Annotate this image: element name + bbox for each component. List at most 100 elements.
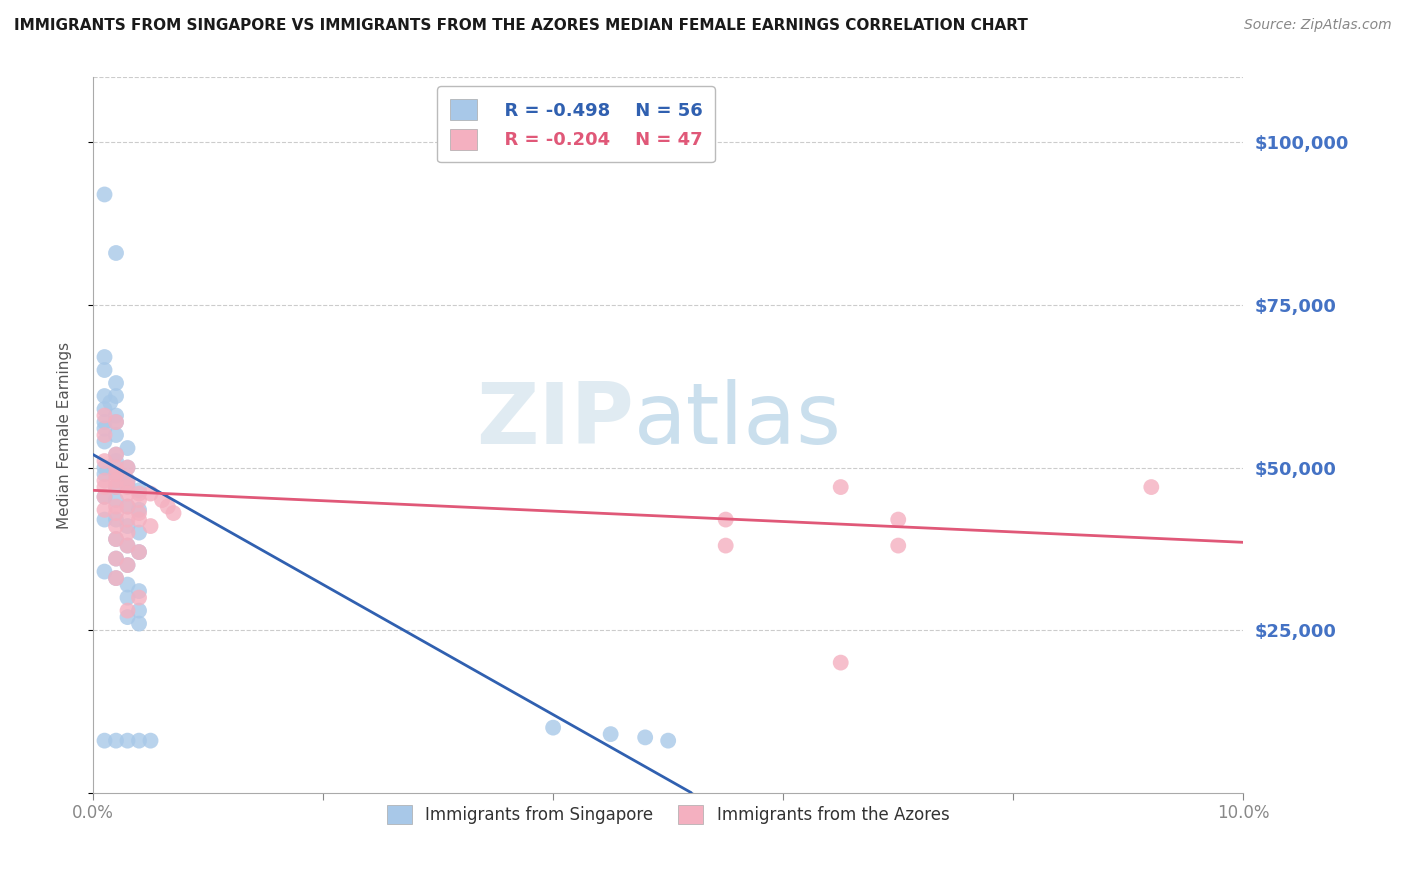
Point <box>117 610 139 624</box>
Point <box>105 571 128 585</box>
Point <box>105 415 128 429</box>
Point <box>128 604 150 618</box>
Point <box>105 376 128 390</box>
Point <box>128 506 150 520</box>
Point <box>105 454 128 468</box>
Point <box>105 474 128 488</box>
Point <box>105 409 128 423</box>
Point <box>117 486 139 500</box>
Point <box>117 474 139 488</box>
Point <box>117 604 139 618</box>
Point <box>117 474 139 488</box>
Point <box>93 363 115 377</box>
Point <box>128 483 150 498</box>
Point <box>128 503 150 517</box>
Point <box>105 480 128 494</box>
Point <box>93 187 115 202</box>
Point <box>98 395 121 409</box>
Point <box>830 656 852 670</box>
Point <box>93 733 115 747</box>
Point <box>105 733 128 747</box>
Point <box>128 512 150 526</box>
Point <box>93 350 115 364</box>
Point <box>117 539 139 553</box>
Point <box>93 480 115 494</box>
Point <box>139 733 162 747</box>
Point <box>128 616 150 631</box>
Point <box>541 721 564 735</box>
Point <box>105 389 128 403</box>
Point <box>887 539 910 553</box>
Point <box>93 503 115 517</box>
Point <box>117 460 139 475</box>
Point <box>117 512 139 526</box>
Point <box>93 434 115 449</box>
Text: Source: ZipAtlas.com: Source: ZipAtlas.com <box>1244 18 1392 32</box>
Text: atlas: atlas <box>634 379 842 462</box>
Point <box>830 480 852 494</box>
Point <box>105 571 128 585</box>
Point <box>105 532 128 546</box>
Point <box>93 409 115 423</box>
Point <box>117 539 139 553</box>
Point <box>117 441 139 455</box>
Point <box>105 467 128 481</box>
Y-axis label: Median Female Earnings: Median Female Earnings <box>58 342 72 529</box>
Point <box>105 480 128 494</box>
Text: ZIP: ZIP <box>475 379 634 462</box>
Point <box>105 428 128 442</box>
Point <box>105 551 128 566</box>
Point <box>105 415 128 429</box>
Point <box>117 558 139 573</box>
Point <box>1140 480 1163 494</box>
Point <box>117 500 139 514</box>
Point <box>117 460 139 475</box>
Point <box>93 402 115 417</box>
Point <box>117 500 139 514</box>
Point <box>105 532 128 546</box>
Point <box>105 448 128 462</box>
Point <box>657 733 679 747</box>
Point <box>117 525 139 540</box>
Point <box>714 539 737 553</box>
Point <box>93 490 115 504</box>
Point <box>93 460 115 475</box>
Point <box>93 467 115 481</box>
Point <box>117 519 139 533</box>
Point <box>599 727 621 741</box>
Point <box>93 421 115 435</box>
Point <box>128 584 150 599</box>
Point <box>117 476 139 491</box>
Point <box>93 389 115 403</box>
Point <box>117 558 139 573</box>
Point <box>117 577 139 591</box>
Point <box>105 512 128 526</box>
Point <box>139 486 162 500</box>
Point <box>714 512 737 526</box>
Point <box>128 493 150 508</box>
Point <box>156 500 179 514</box>
Point <box>105 500 128 514</box>
Point <box>93 474 115 488</box>
Point <box>105 506 128 520</box>
Point <box>105 467 128 481</box>
Point <box>117 480 139 494</box>
Point <box>887 512 910 526</box>
Point <box>105 460 128 475</box>
Point <box>128 733 150 747</box>
Point <box>128 545 150 559</box>
Point <box>634 731 657 745</box>
Legend: Immigrants from Singapore, Immigrants from the Azores: Immigrants from Singapore, Immigrants fr… <box>377 795 959 834</box>
Point <box>162 506 184 520</box>
Point <box>93 428 115 442</box>
Point <box>150 493 173 508</box>
Point <box>93 512 115 526</box>
Point <box>105 493 128 508</box>
Point <box>128 525 150 540</box>
Point <box>93 565 115 579</box>
Text: IMMIGRANTS FROM SINGAPORE VS IMMIGRANTS FROM THE AZORES MEDIAN FEMALE EARNINGS C: IMMIGRANTS FROM SINGAPORE VS IMMIGRANTS … <box>14 18 1028 33</box>
Point <box>105 448 128 462</box>
Point <box>117 733 139 747</box>
Point <box>128 486 150 500</box>
Point <box>105 551 128 566</box>
